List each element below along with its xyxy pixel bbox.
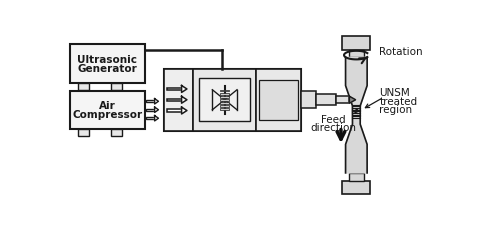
Polygon shape — [346, 58, 367, 173]
Bar — [220, 96, 230, 98]
Bar — [164, 70, 193, 131]
Text: UNSM: UNSM — [380, 88, 410, 98]
Polygon shape — [212, 100, 237, 110]
Polygon shape — [182, 86, 187, 93]
Text: Feed: Feed — [321, 114, 345, 124]
Text: region: region — [380, 104, 412, 114]
Bar — [164, 70, 301, 131]
Bar — [220, 99, 230, 101]
Bar — [167, 99, 182, 101]
Bar — [146, 118, 154, 120]
Bar — [200, 79, 250, 122]
Polygon shape — [350, 97, 356, 104]
Bar — [316, 95, 336, 106]
Bar — [167, 110, 182, 112]
Bar — [70, 45, 144, 83]
Bar — [146, 109, 154, 111]
Polygon shape — [212, 90, 237, 100]
Text: Compressor: Compressor — [72, 110, 142, 120]
Bar — [146, 101, 154, 103]
Polygon shape — [182, 108, 187, 114]
Bar — [220, 102, 230, 104]
Bar — [220, 93, 230, 95]
Polygon shape — [154, 99, 158, 104]
Bar — [78, 83, 89, 90]
Bar — [342, 181, 370, 195]
Bar — [256, 70, 301, 131]
Bar — [167, 88, 182, 91]
Bar — [301, 92, 316, 109]
Bar — [348, 50, 364, 58]
Bar — [260, 80, 298, 120]
Bar — [342, 37, 370, 50]
Bar — [78, 129, 89, 136]
Bar — [70, 91, 144, 129]
Bar — [348, 173, 364, 181]
Text: Air: Air — [99, 101, 116, 111]
Text: Generator: Generator — [78, 64, 137, 74]
Polygon shape — [182, 97, 187, 104]
Text: Rotation: Rotation — [380, 47, 423, 57]
Text: treated: treated — [380, 96, 418, 106]
Bar — [110, 83, 122, 90]
Text: direction: direction — [310, 123, 356, 133]
Polygon shape — [154, 108, 158, 113]
Bar — [220, 109, 230, 110]
Text: Ultrasonic: Ultrasonic — [78, 55, 138, 65]
Bar — [220, 90, 230, 92]
Bar — [336, 97, 349, 104]
Polygon shape — [154, 116, 158, 121]
Bar — [193, 70, 256, 131]
Bar — [110, 129, 122, 136]
Bar — [220, 106, 230, 107]
